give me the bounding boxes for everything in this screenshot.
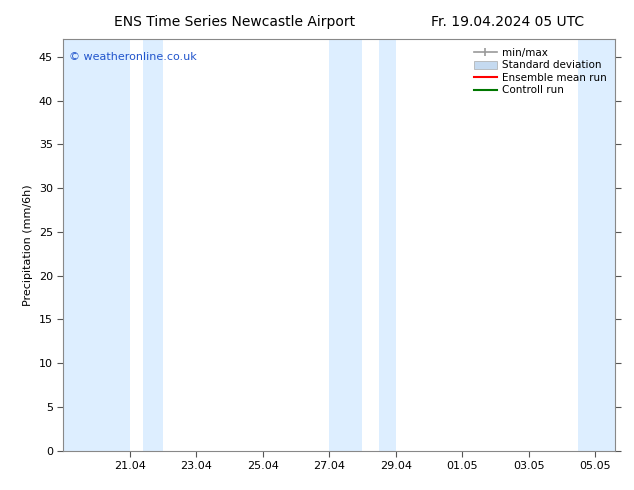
Legend: min/max, Standard deviation, Ensemble mean run, Controll run: min/max, Standard deviation, Ensemble me… (470, 45, 610, 98)
Text: ENS Time Series Newcastle Airport: ENS Time Series Newcastle Airport (114, 15, 355, 29)
Bar (379, 39, 396, 451)
Bar (329, 39, 363, 451)
Y-axis label: Precipitation (mm/6h): Precipitation (mm/6h) (23, 184, 34, 306)
Text: © weatheronline.co.uk: © weatheronline.co.uk (69, 51, 197, 62)
Text: Fr. 19.04.2024 05 UTC: Fr. 19.04.2024 05 UTC (431, 15, 585, 29)
Bar (578, 39, 615, 451)
Bar (143, 39, 163, 451)
Bar (63, 39, 130, 451)
